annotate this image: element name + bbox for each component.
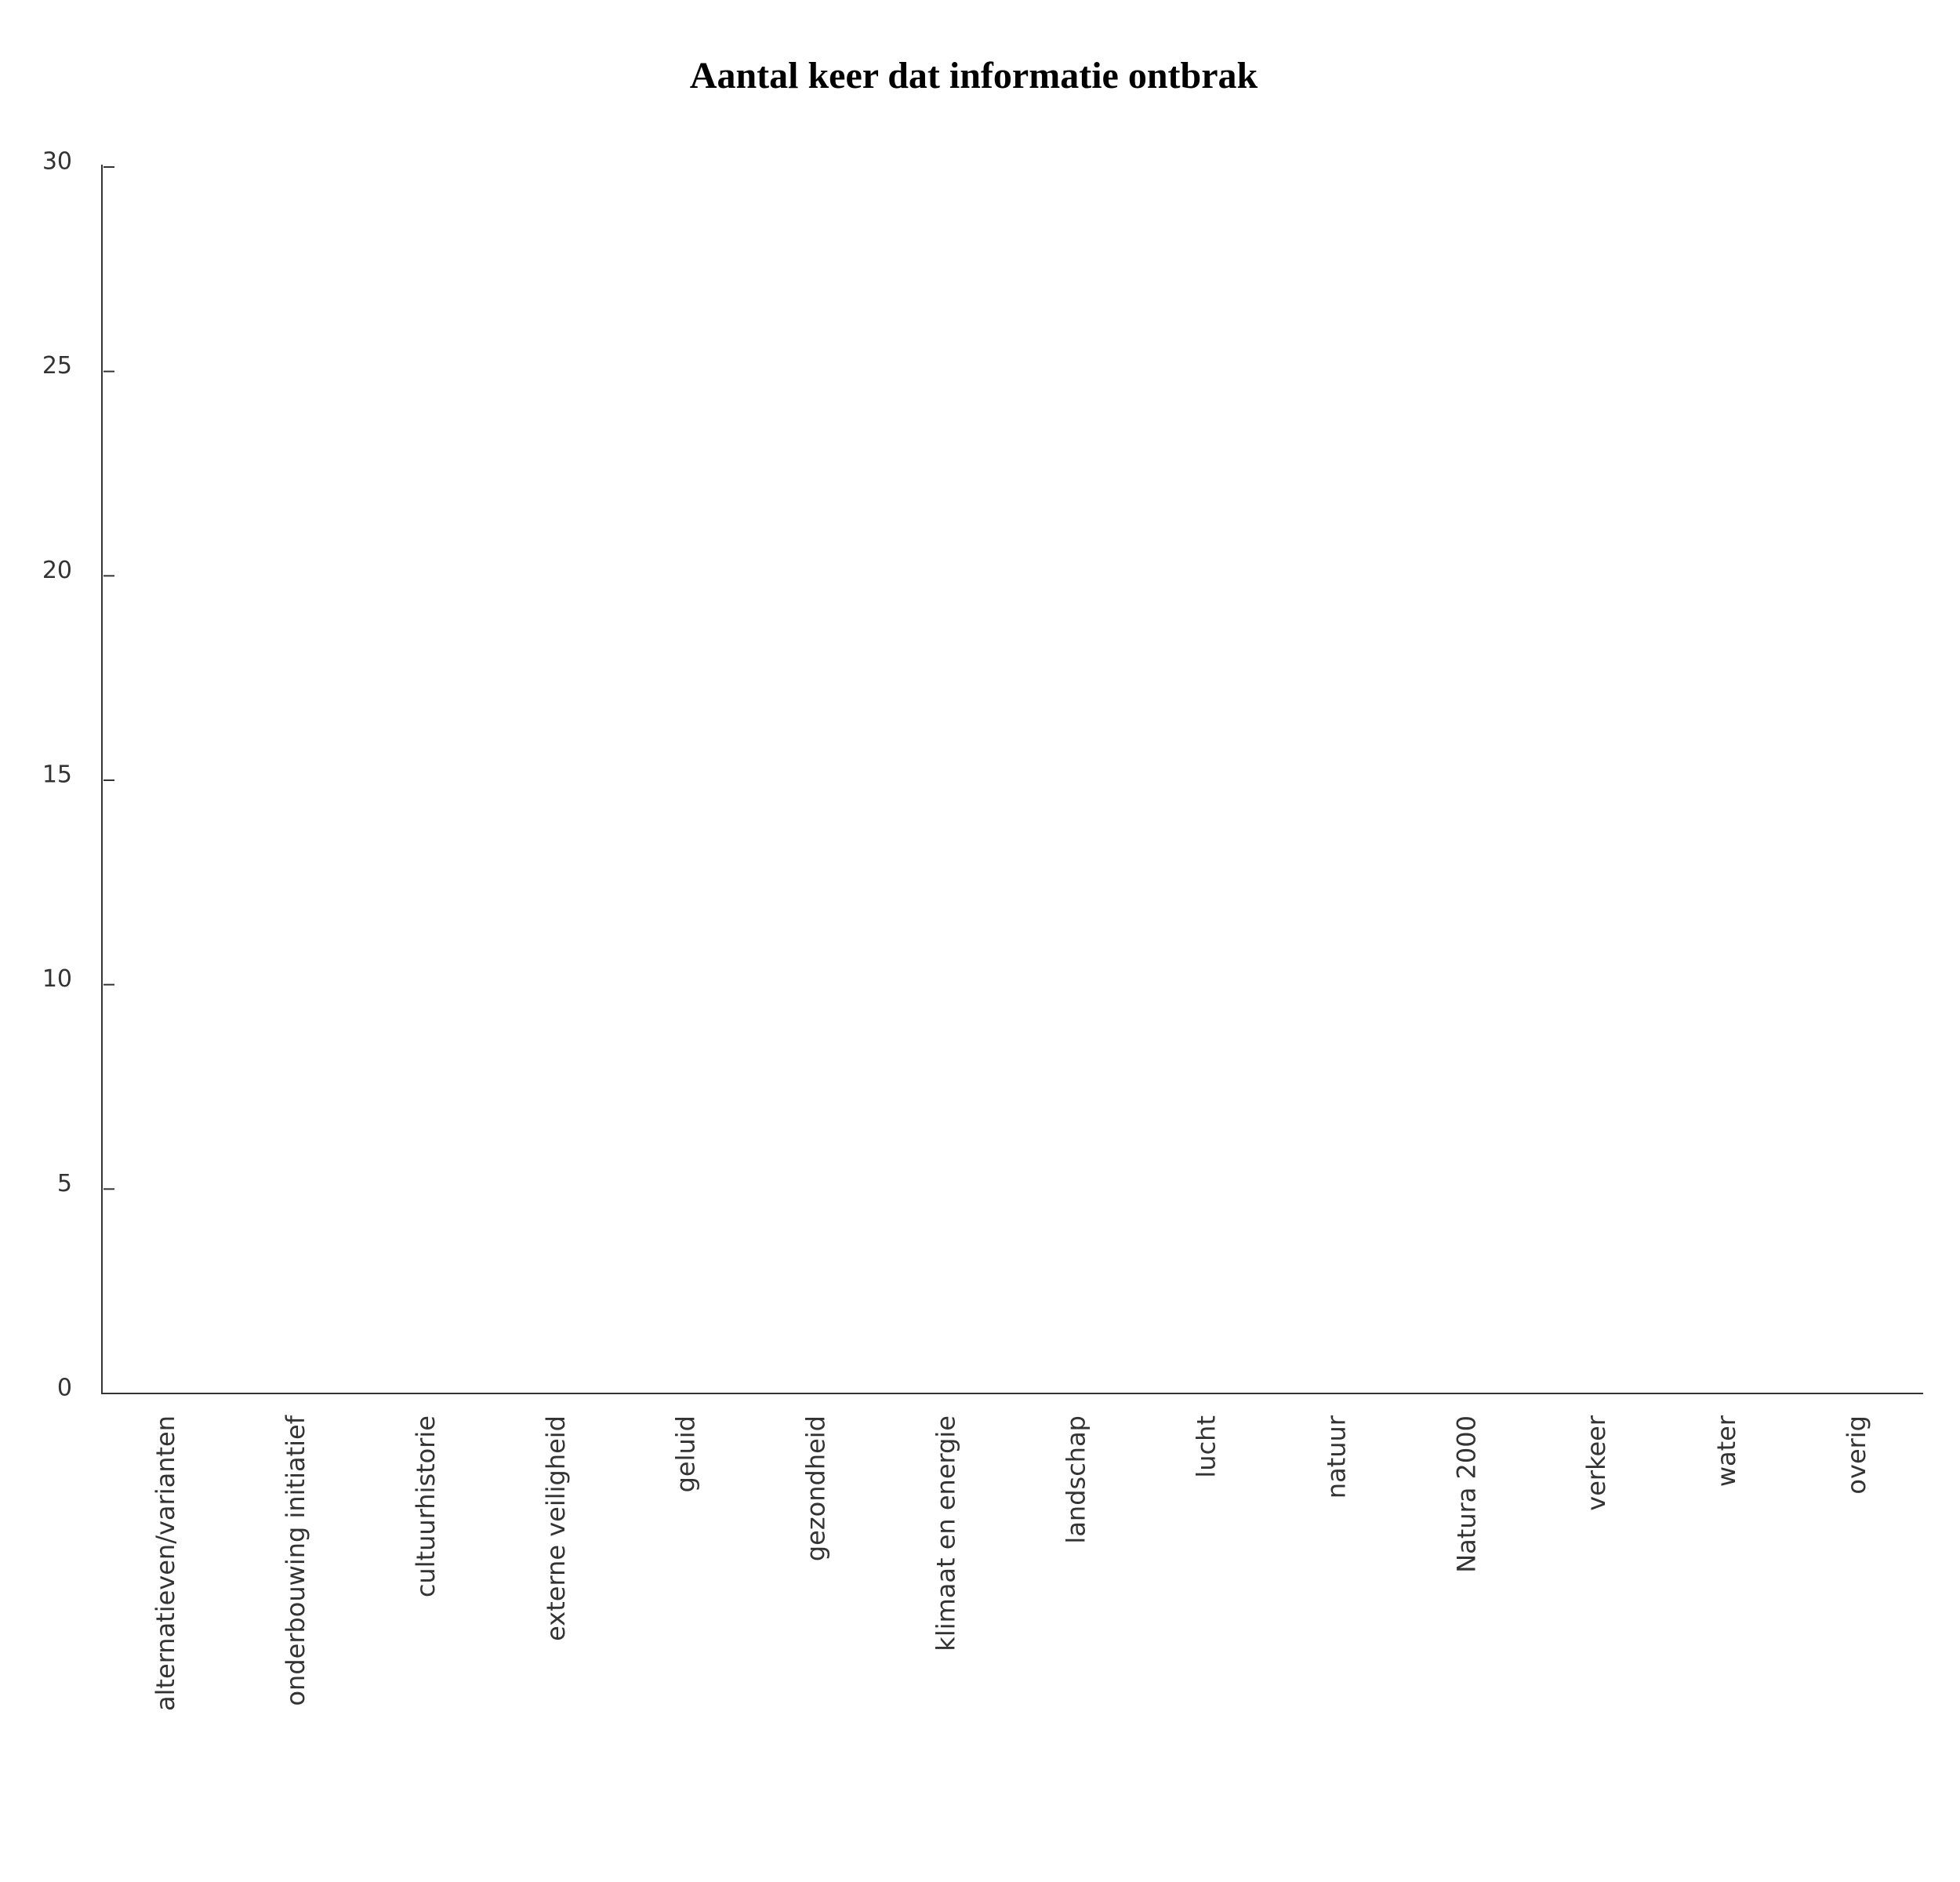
chart-title: Aantal keer dat informatie ontbrak [690, 55, 1258, 96]
x-tick-label: verkeer [1581, 1415, 1611, 1511]
y-tick-label: 25 [42, 352, 72, 380]
x-tick-label: landschap [1061, 1415, 1091, 1544]
y-tick-label: 0 [57, 1375, 72, 1402]
x-tick-label: gezondheid [801, 1415, 831, 1561]
y-tick-label: 30 [42, 148, 72, 176]
y-tick-label: 20 [42, 557, 72, 584]
x-tick-label: Natura 2000 [1451, 1415, 1481, 1573]
y-tick-label: 15 [42, 761, 72, 789]
x-tick-label: natuur [1321, 1415, 1351, 1499]
x-tick-label: alternatieven/varianten [151, 1415, 180, 1711]
x-tick-label: water [1711, 1415, 1741, 1487]
x-tick-label: cultuurhistorie [411, 1415, 441, 1597]
x-tick-label: onderbouwing initiatief [281, 1415, 310, 1706]
x-tick-label: geluid [671, 1415, 701, 1492]
x-tick-label: klimaat en energie [931, 1415, 961, 1651]
y-tick-label: 10 [42, 965, 72, 993]
x-tick-label: overig [1842, 1415, 1871, 1495]
y-tick-label: 5 [57, 1170, 72, 1197]
x-tick-label: lucht [1191, 1415, 1221, 1478]
x-tick-label: externe veiligheid [541, 1415, 571, 1641]
